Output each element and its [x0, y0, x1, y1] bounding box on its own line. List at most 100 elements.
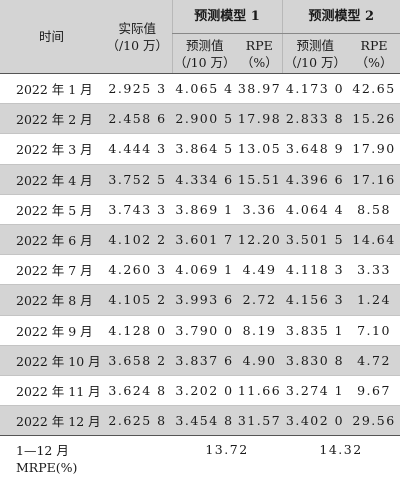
cell-m1-rpe: 38.97: [237, 81, 282, 97]
table-row: 2022 年 7 月 4.260 3 4.069 1 4.49 4.118 3 …: [0, 254, 400, 285]
mrpe-model2: 14.32: [319, 442, 363, 458]
cell-actual: 3.658 2: [103, 344, 172, 376]
cell-actual: 4.102 2: [103, 223, 172, 255]
cell-actual: 3.752 5: [103, 163, 172, 195]
header-m2-pred-line2: （/10 万）: [284, 54, 347, 70]
cell-month: 2022 年 8 月: [0, 284, 103, 315]
table-row: 2022 年 9 月 4.128 0 3.790 0 8.19 3.835 1 …: [0, 314, 400, 346]
header-time: 时间: [0, 0, 103, 74]
cell-actual: 2.925 3: [108, 81, 167, 97]
table-row: 2022 年 10 月 3.658 2 3.837 6 4.90 3.830 8…: [0, 344, 400, 376]
header-model2: 预测模型 2: [281, 0, 400, 34]
cell-actual: 2.625 8: [103, 405, 172, 437]
cell-m2-rpe: 17.16: [348, 163, 400, 195]
cell-actual: 4.128 0: [103, 314, 172, 346]
header-m1-rpe-line1: RPE: [245, 37, 273, 53]
header-m2-rpe-line2: （%）: [355, 54, 393, 70]
cell-month: 2022 年 5 月: [0, 193, 103, 225]
cell-m2-pred: 3.501 5: [282, 223, 349, 255]
cell-m2-pred: 3.830 8: [282, 344, 349, 376]
header-m1-rpe-line2: （%）: [240, 54, 278, 70]
cell-m2-pred: 4.173 0: [285, 81, 345, 97]
cell-m2-pred: 3.648 9: [282, 133, 349, 165]
cell-m1-rpe: 3.36: [237, 193, 283, 225]
table-row: 2022 年 8 月 4.105 2 3.993 6 2.72 4.156 3 …: [0, 284, 400, 315]
cell-m1-pred: 2.900 5: [172, 103, 237, 134]
cell-m2-rpe: 7.10: [348, 314, 400, 346]
table-row: 2022 年 4 月 3.752 5 4.334 6 15.51 4.396 6…: [0, 163, 400, 195]
header-m2-pred-line1: 预测值: [296, 37, 335, 53]
cell-actual: 2.458 6: [103, 103, 172, 134]
cell-month: 2022 年 10 月: [0, 344, 103, 376]
cell-actual: 4.260 3: [103, 254, 172, 285]
cell-m2-pred: 4.396 6: [282, 163, 349, 195]
cell-m1-pred: 3.864 5: [172, 133, 237, 165]
cell-actual: 4.105 2: [103, 284, 172, 315]
table-row: 2022 年 3 月 4.444 3 3.864 5 13.05 3.648 9…: [0, 133, 400, 165]
cell-m1-pred: 3.993 6: [172, 284, 237, 315]
cell-month: 2022 年 2 月: [0, 103, 103, 134]
cell-m2-rpe: 3.33: [348, 254, 400, 285]
cell-m2-pred: 4.064 4: [282, 193, 349, 225]
table-footer: 1—12 月 MRPE(%) 13.72 14.32: [0, 436, 400, 482]
header-m1-pred-line2: （/10 万）: [173, 54, 236, 70]
cell-actual: 4.444 3: [103, 133, 172, 165]
table-row: 2022 年 11 月 3.624 8 3.202 0 11.66 3.274 …: [0, 374, 400, 406]
mrpe-model1: 13.72: [205, 442, 249, 458]
cell-m2-pred: 4.118 3: [282, 254, 349, 285]
cell-m1-rpe: 4.49: [237, 254, 283, 285]
mrpe-row: 1—12 月 MRPE(%) 13.72 14.32: [0, 436, 400, 482]
cell-m2-rpe: 29.56: [348, 405, 400, 437]
header-model1: 预测模型 1: [171, 0, 283, 34]
cell-m2-rpe: 17.90: [348, 133, 400, 165]
header-m1-pred: 预测值 （/10 万）: [171, 33, 237, 74]
header-m2-rpe-line1: RPE: [360, 37, 388, 53]
cell-m1-rpe: 11.66: [237, 374, 283, 406]
cell-actual: 3.743 3: [103, 193, 172, 225]
cell-m1-rpe: 2.72: [237, 284, 283, 315]
cell-month: 2022 年 4 月: [0, 163, 103, 195]
cell-m2-rpe: 42.65: [352, 81, 396, 97]
cell-m1-rpe: 31.57: [237, 405, 283, 437]
cell-m1-rpe: 12.20: [237, 223, 283, 255]
mrpe-label-line2: MRPE(%): [16, 460, 78, 476]
header-actual-line2: （/10 万）: [106, 37, 169, 53]
cell-month: 2022 年 7 月: [0, 254, 103, 285]
cell-m2-pred: 2.833 8: [282, 103, 349, 134]
cell-m2-rpe: 8.58: [348, 193, 400, 225]
cell-actual: 3.624 8: [103, 374, 172, 406]
cell-m1-pred: 3.790 0: [172, 314, 237, 346]
cell-m2-rpe: 15.26: [348, 103, 400, 134]
cell-m1-pred: 4.334 6: [172, 163, 237, 195]
cell-m1-rpe: 8.19: [237, 314, 283, 346]
cell-m2-rpe: 1.24: [348, 284, 400, 315]
cell-m1-rpe: 15.51: [237, 163, 283, 195]
cell-m2-pred: 4.156 3: [282, 284, 349, 315]
mrpe-label: 1—12 月 MRPE(%): [0, 436, 103, 482]
cell-m1-pred: 3.454 8: [172, 405, 237, 437]
cell-month: 2022 年 12 月: [0, 405, 103, 437]
cell-m1-rpe: 17.98: [237, 103, 283, 134]
cell-m2-rpe: 4.72: [348, 344, 400, 376]
header-m2-rpe: RPE （%）: [348, 33, 400, 74]
mrpe-blank: [103, 436, 172, 482]
header-actual-line1: 实际值: [118, 20, 156, 36]
mrpe-label-line1: 1—12 月: [16, 443, 69, 459]
cell-month: 2022 年 6 月: [0, 223, 103, 255]
table-row: 2022 年 1 月 2.925 3 4.065 4 38.97 4.173 0…: [0, 74, 400, 104]
cell-m2-rpe: 14.64: [348, 223, 400, 255]
cell-m1-pred: 4.069 1: [172, 254, 237, 285]
cell-m2-rpe: 9.67: [348, 374, 400, 406]
cell-m1-pred: 3.601 7: [172, 223, 237, 255]
table-header: 时间 实际值 （/10 万） 预测模型 1 预测模型 2 预测值 （/10 万）…: [0, 0, 400, 74]
cell-m1-pred: 3.837 6: [172, 344, 237, 376]
header-m1-rpe: RPE （%）: [237, 33, 283, 74]
table-body: 2022 年 1 月 2.925 3 4.065 4 38.97 4.173 0…: [0, 74, 400, 437]
cell-m1-pred: 3.869 1: [172, 193, 237, 225]
table-row: 2022 年 2 月 2.458 6 2.900 5 17.98 2.833 8…: [0, 103, 400, 134]
header-m2-pred: 预测值 （/10 万）: [281, 33, 349, 74]
cell-month: 2022 年 9 月: [0, 314, 103, 346]
cell-m2-pred: 3.402 0: [282, 405, 349, 437]
cell-month: 2022 年 3 月: [0, 133, 103, 165]
